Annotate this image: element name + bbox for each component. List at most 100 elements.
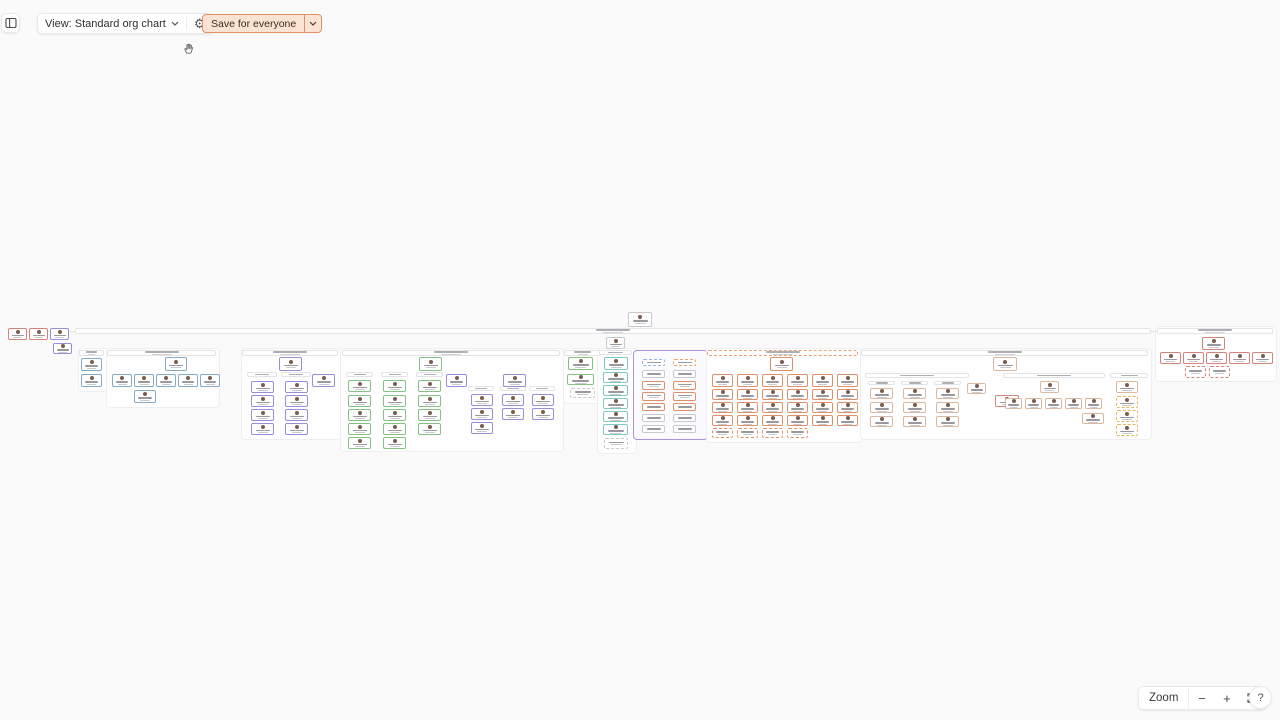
org-node-card[interactable]: [967, 383, 986, 394]
org-group-header[interactable]: [529, 386, 555, 391]
org-node-card[interactable]: [81, 374, 102, 387]
org-node-card[interactable]: [737, 402, 758, 413]
org-node-card[interactable]: [503, 374, 526, 387]
org-node-card[interactable]: [471, 422, 493, 434]
org-node-card[interactable]: [737, 428, 758, 438]
org-group-header[interactable]: [75, 328, 1151, 334]
org-node-card[interactable]: [837, 402, 858, 413]
org-group-header[interactable]: [79, 350, 104, 356]
org-node-card[interactable]: [787, 374, 808, 387]
org-node-card[interactable]: [837, 415, 858, 426]
org-node-card[interactable]: [1183, 352, 1204, 364]
org-group-header[interactable]: [468, 386, 494, 391]
org-node-card[interactable]: [762, 428, 783, 438]
org-node-card[interactable]: [603, 372, 628, 383]
org-group-header[interactable]: [901, 381, 928, 385]
org-node-card[interactable]: [1202, 337, 1225, 350]
save-options-button[interactable]: [304, 15, 321, 32]
org-node-card[interactable]: [156, 374, 176, 387]
org-node-card[interactable]: [471, 394, 493, 406]
zoom-in-button[interactable]: +: [1223, 690, 1231, 706]
org-node-card[interactable]: [502, 408, 524, 420]
org-node-card[interactable]: [993, 357, 1017, 371]
org-node-card[interactable]: [737, 415, 758, 426]
org-node-card[interactable]: [418, 423, 441, 435]
org-node-card[interactable]: [787, 389, 808, 400]
org-node-card[interactable]: [642, 370, 665, 378]
org-node-card[interactable]: [712, 374, 733, 387]
org-node-card[interactable]: [603, 424, 628, 435]
org-node-card[interactable]: [936, 388, 959, 399]
org-node-card[interactable]: [642, 414, 665, 422]
org-node-card[interactable]: [936, 416, 959, 427]
org-node-card[interactable]: [712, 428, 733, 438]
org-group-header[interactable]: [934, 381, 961, 385]
org-node-card[interactable]: [570, 388, 595, 398]
org-group-header[interactable]: [346, 372, 373, 377]
org-node-card[interactable]: [737, 374, 758, 387]
org-group-header[interactable]: [281, 372, 311, 377]
org-node-card[interactable]: [642, 403, 665, 411]
org-node-card[interactable]: [285, 381, 308, 393]
org-node-card[interactable]: [837, 389, 858, 400]
org-node-card[interactable]: [787, 428, 808, 438]
org-node-card[interactable]: [1185, 366, 1206, 378]
org-node-card[interactable]: [383, 409, 406, 421]
org-group-header[interactable]: [707, 350, 858, 356]
org-group-header[interactable]: [865, 373, 969, 378]
org-node-card[interactable]: [1116, 396, 1138, 408]
org-node-card[interactable]: [53, 343, 72, 354]
org-group-header[interactable]: [1157, 328, 1273, 334]
org-node-card[interactable]: [1252, 352, 1273, 364]
org-node-card[interactable]: [1082, 413, 1104, 424]
org-node-card[interactable]: [1005, 398, 1022, 409]
org-node-card[interactable]: [134, 390, 156, 403]
org-node-card[interactable]: [673, 359, 696, 366]
org-node-card[interactable]: [112, 374, 132, 387]
org-node-card[interactable]: [606, 337, 625, 349]
org-node-card[interactable]: [712, 402, 733, 413]
org-node-card[interactable]: [1116, 381, 1138, 393]
org-node-card[interactable]: [383, 423, 406, 435]
org-node-card[interactable]: [812, 374, 833, 387]
org-node-card[interactable]: [285, 395, 308, 407]
org-group-header[interactable]: [1003, 373, 1105, 378]
org-node-card[interactable]: [285, 423, 308, 435]
org-node-card[interactable]: [1085, 398, 1102, 409]
org-node-card[interactable]: [603, 411, 628, 422]
org-node-card[interactable]: [178, 374, 198, 387]
org-node-card[interactable]: [673, 414, 696, 422]
org-node-card[interactable]: [812, 389, 833, 400]
org-node-card[interactable]: [762, 374, 783, 387]
org-node-card[interactable]: [712, 415, 733, 426]
org-node-card[interactable]: [251, 395, 274, 407]
org-node-card[interactable]: [418, 409, 441, 421]
org-node-card[interactable]: [502, 394, 524, 406]
org-node-card[interactable]: [285, 409, 308, 421]
view-dropdown[interactable]: View: Standard org chart: [38, 14, 186, 33]
org-node-card[interactable]: [870, 402, 893, 413]
org-node-card[interactable]: [762, 389, 783, 400]
org-node-card[interactable]: [1116, 410, 1138, 422]
org-node-card[interactable]: [418, 395, 441, 407]
org-node-card[interactable]: [50, 328, 69, 340]
org-node-card[interactable]: [471, 408, 493, 420]
org-node-card[interactable]: [419, 357, 442, 371]
org-node-card[interactable]: [642, 359, 665, 366]
org-node-card[interactable]: [1209, 366, 1230, 378]
zoom-out-button[interactable]: −: [1188, 687, 1214, 709]
org-node-card[interactable]: [567, 374, 594, 385]
org-node-card[interactable]: [642, 425, 665, 433]
org-node-card[interactable]: [812, 402, 833, 413]
org-node-card[interactable]: [312, 374, 335, 387]
org-node-card[interactable]: [673, 392, 696, 401]
org-group-header[interactable]: [242, 350, 338, 356]
org-node-card[interactable]: [770, 357, 793, 371]
org-node-card[interactable]: [279, 357, 302, 371]
org-node-card[interactable]: [348, 423, 371, 435]
org-node-card[interactable]: [712, 389, 733, 400]
org-node-card[interactable]: [165, 357, 187, 371]
org-node-card[interactable]: [29, 328, 48, 340]
org-node-card[interactable]: [642, 381, 665, 390]
org-node-card[interactable]: [837, 374, 858, 387]
